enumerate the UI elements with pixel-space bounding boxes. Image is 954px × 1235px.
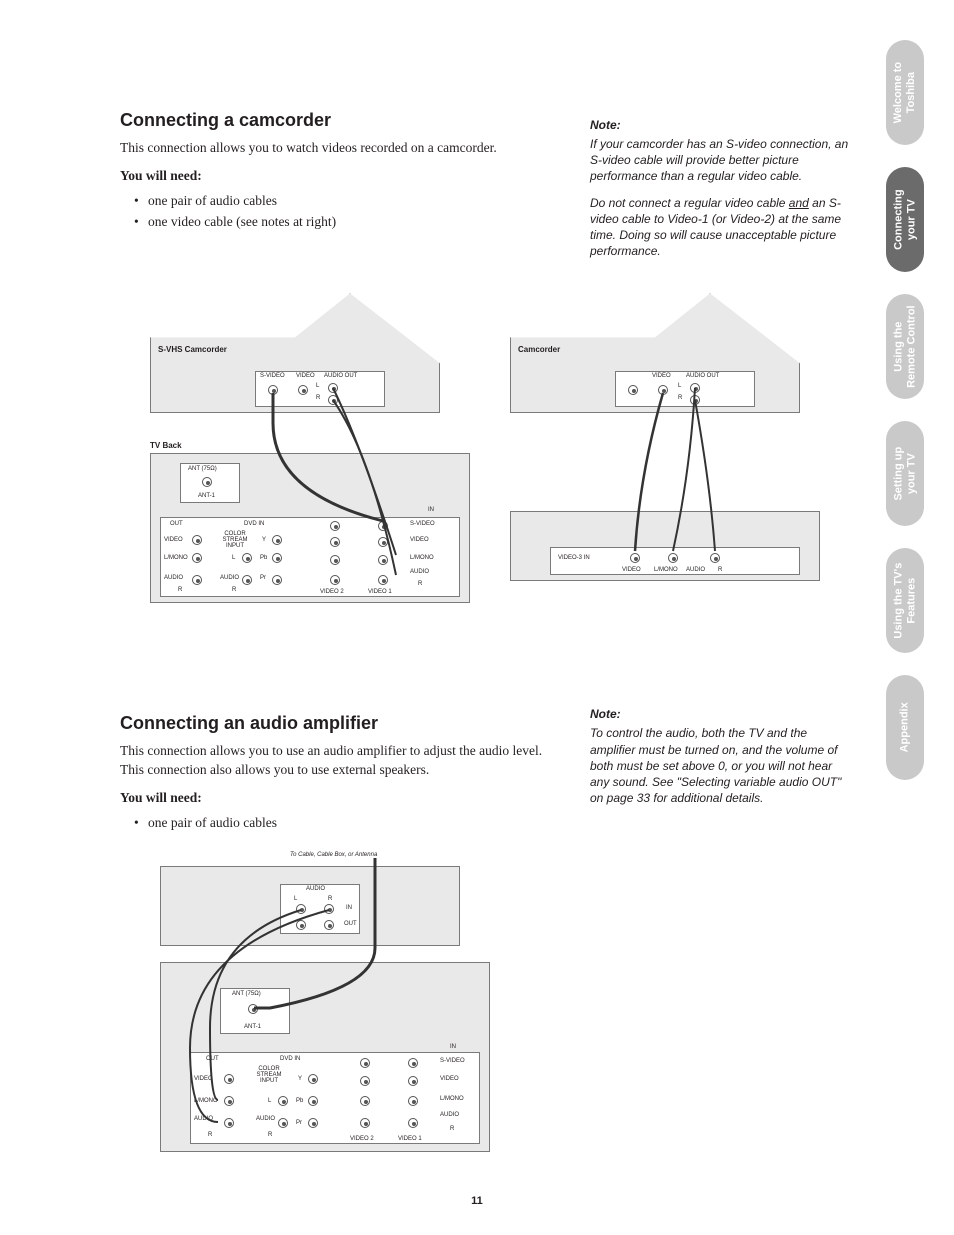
page: Welcome toToshiba Connectingyour TV Usin… [0, 0, 954, 1235]
section-amplifier: Connecting an audio amplifier This conne… [120, 643, 850, 1167]
heading-amplifier: Connecting an audio amplifier [120, 713, 560, 734]
diagram-svhs: S-VHS Camcorder S-VIDEO VIDEO AUDIO OUT … [120, 293, 470, 613]
tab-setting-up: Setting upyour TV [886, 421, 924, 526]
need-list-2: one pair of audio cables [120, 812, 560, 834]
side-tabs: Welcome toToshiba Connectingyour TV Usin… [886, 40, 924, 802]
diagram-camcorder-front: Camcorder VIDEO AUDIO OUT L R TV Front V… [500, 293, 850, 613]
cables-icon [160, 848, 490, 1168]
need-head-2: You will need: [120, 790, 560, 806]
tab-welcome: Welcome toToshiba [886, 40, 924, 145]
tab-features: Using the TV'sFeatures [886, 548, 924, 653]
note-head: Note: [590, 118, 850, 132]
need-list-1: one pair of audio cables one video cable… [120, 190, 560, 233]
heading-camcorder: Connecting a camcorder [120, 110, 560, 131]
page-number: 11 [0, 1195, 954, 1207]
tab-connecting: Connectingyour TV [886, 167, 924, 272]
intro-camcorder: This connection allows you to watch vide… [120, 139, 560, 158]
diagrams-camcorder: S-VHS Camcorder S-VIDEO VIDEO AUDIO OUT … [120, 279, 850, 613]
note-body-2: Do not connect a regular video cable and… [590, 195, 850, 260]
bullet: one video cable (see notes at right) [148, 211, 560, 233]
cables-icon [120, 293, 470, 613]
need-head-1: You will need: [120, 168, 560, 184]
cables-icon [500, 293, 830, 593]
diagram-amplifier: Audio Amplifier To Cable, Cable Box, or … [160, 848, 490, 1168]
note-body-1: If your camcorder has an S-video connect… [590, 136, 850, 185]
section-camcorder: Connecting a camcorder This connection a… [120, 40, 850, 269]
bullet: one pair of audio cables [148, 812, 560, 834]
tab-remote: Using theRemote Control [886, 294, 924, 399]
bullet: one pair of audio cables [148, 190, 560, 212]
main-content: Connecting a camcorder This connection a… [120, 40, 850, 1168]
note-head-2: Note: [590, 707, 850, 721]
tab-appendix: Appendix [886, 675, 924, 780]
note-body-3: To control the audio, both the TV and th… [590, 725, 850, 806]
intro-amplifier: This connection allows you to use an aud… [120, 742, 560, 780]
